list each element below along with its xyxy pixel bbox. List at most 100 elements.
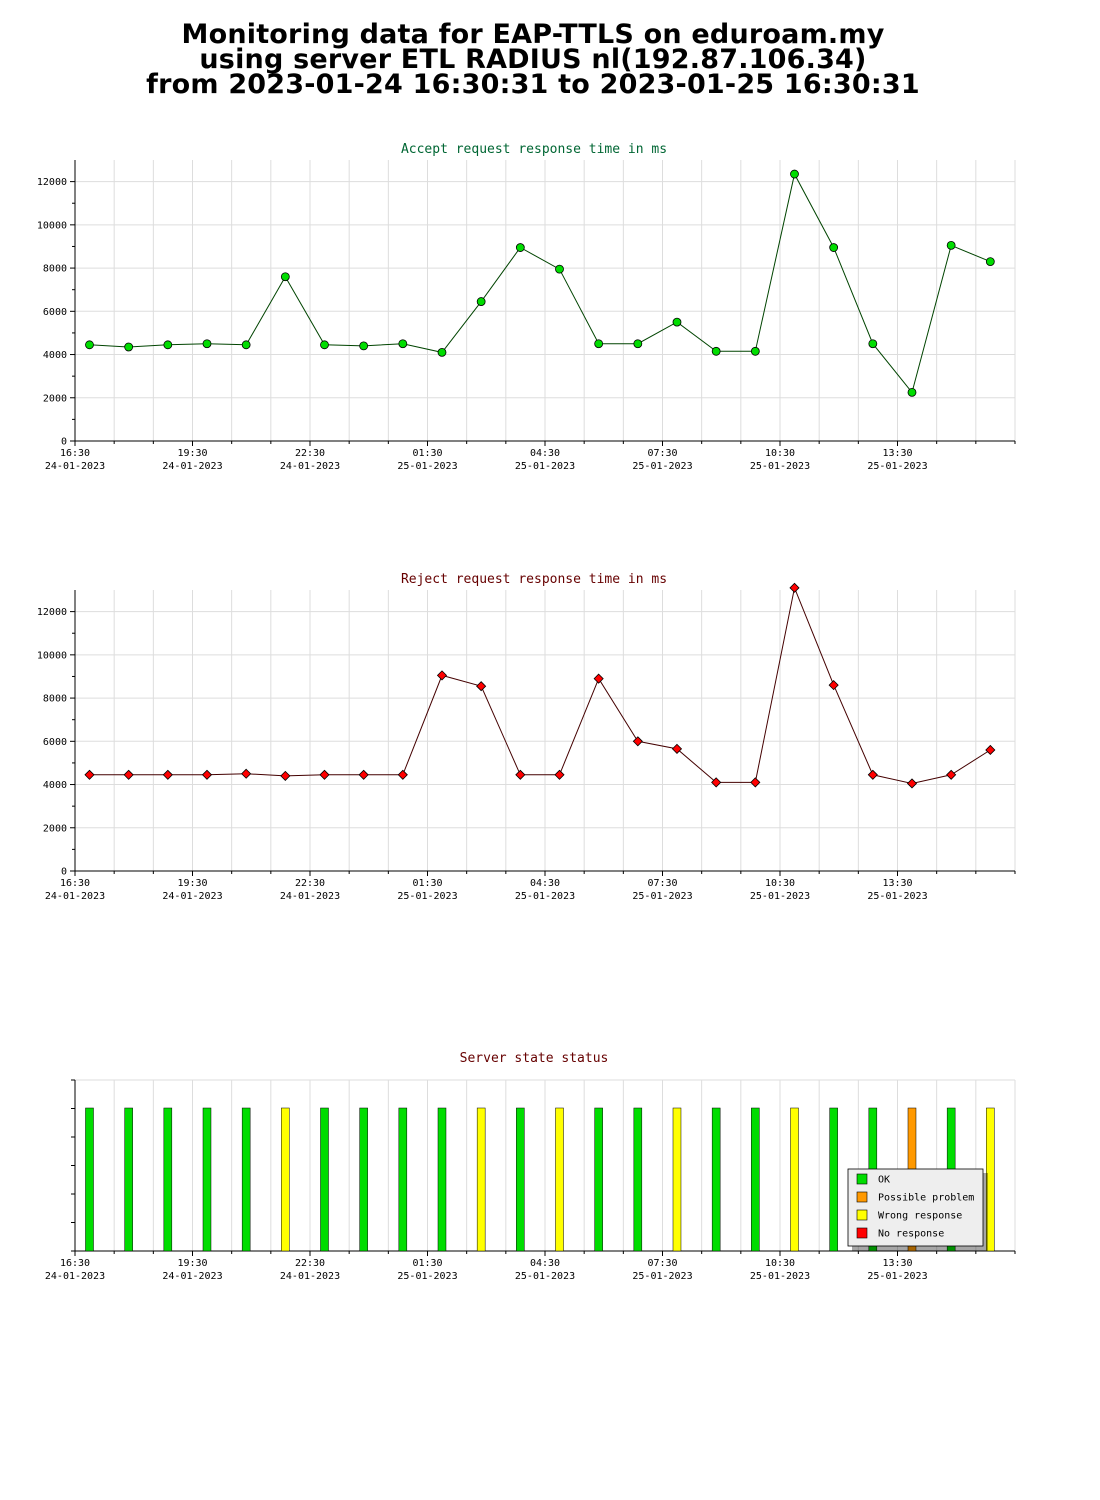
y-tick-label: 4000	[43, 350, 67, 361]
x-tick-date: 24-01-2023	[45, 891, 105, 902]
reject-data-point	[867, 769, 878, 780]
status-bar	[437, 1107, 447, 1252]
y-tick-label: 6000	[43, 307, 67, 318]
reject-data-point	[554, 769, 565, 780]
status-bar	[751, 1107, 760, 1252]
legend-box	[847, 1168, 984, 1247]
accept-series-line	[89, 172, 991, 394]
accept-chart-title: Accept request response time in ms	[401, 142, 667, 157]
legend-label-no: No response	[878, 1229, 944, 1240]
x-tick-date: 24-01-2023	[45, 1271, 105, 1282]
y-tick-label: 6000	[43, 737, 67, 748]
accept-data-point	[711, 346, 721, 356]
legend-swatch-no	[856, 1227, 868, 1239]
status-bar	[516, 1107, 525, 1252]
status-bar	[790, 1107, 799, 1252]
x-tick-time: 07:30	[647, 878, 677, 889]
x-tick-date: 25-01-2023	[750, 461, 810, 472]
accept-data-point	[437, 347, 447, 357]
legend-label-possible: Possible problem	[878, 1193, 974, 1204]
title-line-1: Monitoring data for EAP-TTLS on eduroam.…	[181, 19, 885, 50]
reject-data-point	[84, 769, 95, 780]
reject-data-point	[319, 769, 330, 780]
title-line-3: from 2023-01-24 16:30:31 to 2023-01-25 1…	[146, 69, 920, 100]
status-bar	[163, 1107, 173, 1252]
y-tick-label: 8000	[43, 264, 67, 275]
reject-data-point	[750, 777, 761, 788]
x-tick-date: 25-01-2023	[397, 1271, 457, 1282]
x-tick-time: 13:30	[882, 878, 912, 889]
reject-data-point	[711, 777, 722, 788]
status-bar	[986, 1107, 995, 1252]
accept-data-point	[790, 169, 799, 179]
status-bar	[476, 1107, 486, 1252]
x-tick-date: 25-01-2023	[867, 1271, 927, 1282]
y-tick-label: 12000	[37, 607, 67, 618]
accept-data-point	[476, 297, 486, 306]
x-tick-date: 24-01-2023	[162, 1271, 222, 1282]
x-tick-time: 19:30	[177, 448, 207, 459]
x-tick-time: 04:30	[530, 1258, 560, 1269]
reject-data-point	[985, 744, 996, 756]
status-legend: OK Possible problem Wrong response No respo…	[847, 1168, 988, 1251]
y-tick-label: 0	[61, 867, 67, 878]
accept-data-point	[398, 339, 408, 349]
x-tick-date: 24-01-2023	[280, 1271, 340, 1282]
x-tick-time: 01:30	[412, 878, 442, 889]
status-bar	[672, 1107, 682, 1252]
x-tick-time: 04:30	[530, 448, 560, 459]
accept-data-point	[515, 243, 525, 252]
x-tick-date: 24-01-2023	[162, 461, 222, 472]
y-tick-label: 10000	[37, 220, 67, 231]
status-bar	[398, 1107, 408, 1252]
x-tick-time: 16:30	[60, 448, 90, 459]
accept-data-point	[907, 387, 917, 397]
y-tick-label: 0	[61, 437, 67, 448]
y-tick-label: 2000	[43, 393, 67, 404]
x-tick-date: 25-01-2023	[867, 461, 927, 472]
title-line-2: using server ETL RADIUS nl(192.87.106.34…	[199, 44, 867, 75]
legend-label-wrong: Wrong response	[878, 1211, 962, 1222]
status-bar	[202, 1107, 212, 1252]
x-tick-date: 25-01-2023	[632, 461, 692, 472]
status-bar	[359, 1107, 368, 1252]
y-tick-label: 4000	[43, 780, 67, 791]
accept-data-point	[85, 340, 94, 350]
reject-data-point	[476, 681, 487, 692]
legend-swatch-wrong	[856, 1209, 868, 1221]
x-tick-time: 16:30	[60, 1258, 90, 1269]
x-tick-time: 13:30	[882, 1258, 912, 1269]
x-tick-date: 24-01-2023	[45, 461, 105, 472]
reject-data-point	[515, 769, 526, 780]
x-tick-time: 22:30	[295, 1258, 325, 1269]
x-tick-time: 07:30	[647, 448, 677, 459]
x-tick-date: 25-01-2023	[632, 1271, 692, 1282]
status-bar	[85, 1107, 94, 1252]
reject-data-point	[632, 736, 643, 747]
y-tick-label: 2000	[43, 823, 67, 834]
x-tick-date: 25-01-2023	[750, 891, 810, 902]
reject-data-point	[828, 680, 839, 691]
reject-chart-title: Reject request response time in ms	[401, 572, 667, 587]
reject-data-point	[906, 778, 918, 789]
status-bar	[829, 1107, 838, 1252]
accept-data-point	[124, 342, 134, 352]
x-tick-date: 24-01-2023	[162, 891, 222, 902]
x-tick-date: 24-01-2023	[280, 461, 340, 472]
x-tick-time: 13:30	[882, 448, 912, 459]
x-tick-time: 22:30	[295, 448, 325, 459]
status-chart-title: Server state status	[460, 1051, 609, 1066]
accept-data-point	[555, 264, 564, 274]
x-tick-date: 25-01-2023	[397, 461, 457, 472]
accept-data-point	[320, 340, 329, 350]
accept-data-point	[868, 339, 878, 349]
accept-data-point	[750, 346, 760, 356]
accept-data-point	[594, 339, 604, 349]
accept-response-chart: Accept request response time in ms 0 2000 4…	[37, 142, 1016, 472]
y-tick-label: 8000	[43, 694, 67, 705]
page-title: Monitoring data for EAP-TTLS on eduroam.…	[0, 19, 1066, 100]
x-tick-time: 10:30	[765, 448, 795, 459]
x-tick-time: 16:30	[60, 878, 90, 889]
accept-data-point	[241, 340, 251, 350]
accept-data-point	[829, 243, 839, 252]
